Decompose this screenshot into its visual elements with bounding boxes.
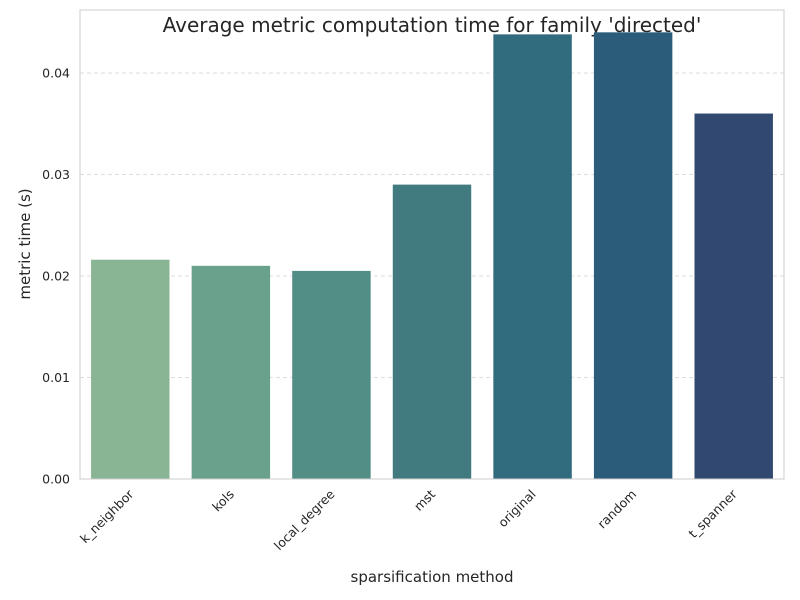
y-axis-ticks: 0.00 0.01 0.02 0.03 0.04 (42, 65, 70, 486)
y-axis-label: metric time (s) (16, 188, 34, 299)
y-tick-label: 0.02 (42, 268, 70, 283)
x-tick-label: t_spanner (685, 486, 740, 541)
x-tick-label: k_neighbor (77, 486, 137, 546)
x-axis-label: sparsification method (351, 568, 514, 586)
x-axis-ticks: k_neighbor kols local_degree mst original ran… (77, 486, 741, 553)
x-tick-label: mst (411, 486, 438, 513)
bar-k-neighbor (91, 259, 170, 479)
bar-original (493, 34, 572, 479)
y-tick-label: 0.01 (42, 370, 70, 385)
bar-kols (191, 265, 271, 479)
x-tick-label: original (495, 487, 539, 531)
x-tick-label: local_degree (271, 486, 338, 553)
y-tick-label: 0.03 (42, 167, 70, 182)
y-tick-label: 0.04 (42, 65, 70, 80)
bar-random (593, 32, 673, 479)
bar-t-spanner (694, 113, 773, 479)
bar-local-degree (292, 270, 371, 479)
x-tick-label: kols (209, 487, 237, 515)
x-tick-label: random (594, 487, 639, 532)
plot-frame (79, 9, 785, 480)
bars (91, 32, 773, 479)
y-tick-label: 0.00 (42, 472, 70, 487)
bar-mst (392, 184, 472, 479)
